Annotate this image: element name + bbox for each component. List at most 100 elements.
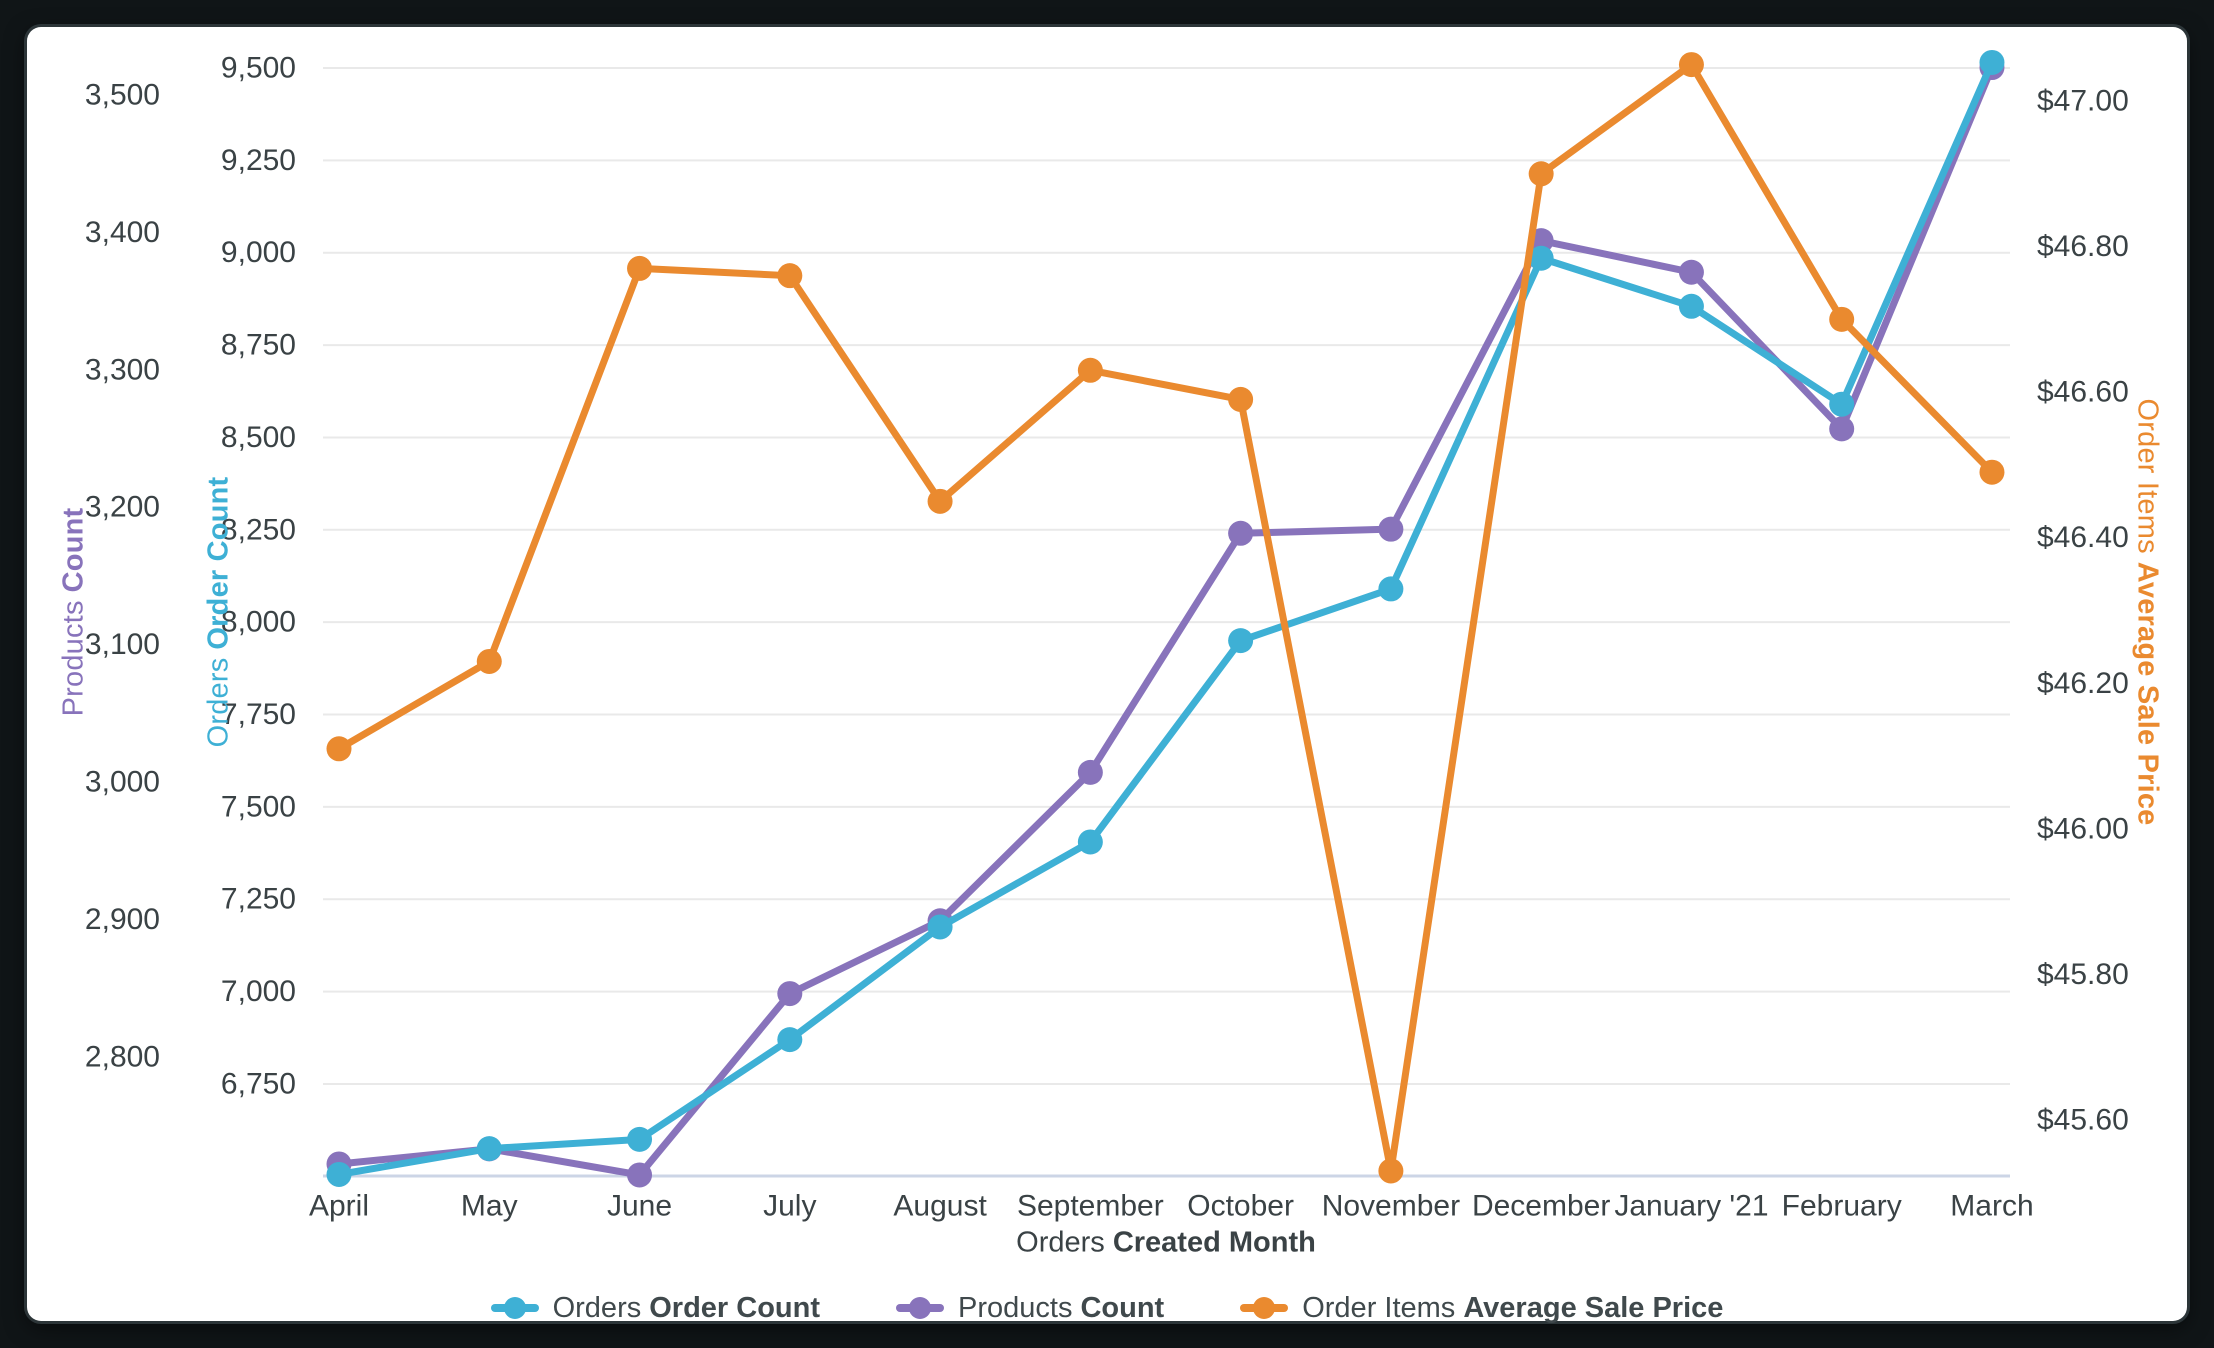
data-point[interactable]: [1528, 245, 1554, 271]
x-tick-labels: April May June July August September October No…: [309, 1190, 2034, 1223]
axis-view-label: Orders: [202, 657, 235, 748]
data-point[interactable]: [1829, 306, 1855, 332]
axis-view-label: Orders: [1016, 1226, 1105, 1259]
axis-tick-label: $46.40: [2037, 521, 2129, 554]
axis-tick-label: 3,100: [85, 628, 160, 661]
data-point[interactable]: [1077, 759, 1103, 785]
y-ticks-price: $47.00 $46.80 $46.60 $46.40 $46.20 $46.00 $45.…: [2037, 85, 2129, 1137]
data-point[interactable]: [476, 648, 502, 674]
data-point[interactable]: [1378, 516, 1404, 542]
data-point[interactable]: [627, 1162, 653, 1188]
axis-tick-label: 3,000: [85, 766, 160, 799]
axis-tick-label: 3,200: [85, 491, 160, 524]
data-point[interactable]: [1077, 357, 1103, 383]
legend-view-label: Products: [958, 1291, 1073, 1324]
data-point[interactable]: [1678, 259, 1704, 285]
axis-tick-label: 8,000: [221, 606, 296, 639]
axis-tick-label: 7,000: [221, 975, 296, 1008]
y-ticks-products: 3,500 3,400 3,300 3,200 3,100 3,000 2,900 2,800: [85, 79, 160, 1074]
x-tick-label: June: [607, 1190, 672, 1223]
axis-field-label: Average Sale Price: [2131, 561, 2164, 826]
data-point[interactable]: [1378, 1158, 1404, 1184]
x-tick-label: March: [1950, 1190, 2033, 1223]
data-point[interactable]: [1378, 576, 1404, 602]
series-orders-order-count: [326, 49, 2005, 1187]
axis-tick-label: 9,250: [221, 144, 296, 177]
data-point[interactable]: [1228, 628, 1254, 654]
axis-tick-label: $45.80: [2037, 958, 2129, 991]
axis-tick-label: 8,750: [221, 329, 296, 362]
data-point[interactable]: [326, 736, 352, 762]
axis-tick-label: $46.60: [2037, 376, 2129, 409]
data-point[interactable]: [1829, 416, 1855, 442]
data-point[interactable]: [476, 1136, 502, 1162]
data-point[interactable]: [627, 1126, 653, 1152]
series-line: [335, 64, 1996, 1179]
x-tick-label: December: [1472, 1190, 1610, 1223]
legend-item-orders-order-count[interactable]: Orders Order Count: [490, 1291, 821, 1325]
chart-card: [27, 27, 2187, 1321]
legend-field-label: Average Sale Price: [1463, 1291, 1724, 1324]
axis-field-label: Created Month: [1112, 1226, 1316, 1259]
legend-marker-icon: [490, 1304, 539, 1312]
axis-tick-label: $46.20: [2037, 667, 2129, 700]
legend-view-label: Order Items: [1302, 1291, 1456, 1324]
axis-field-label: Count: [57, 507, 90, 593]
axis-tick-label: 9,500: [221, 52, 296, 85]
axis-tick-label: 2,800: [85, 1040, 160, 1073]
x-tick-label: October: [1187, 1190, 1294, 1223]
data-point[interactable]: [927, 914, 953, 940]
axis-tick-label: $46.80: [2037, 230, 2129, 263]
data-point[interactable]: [927, 488, 953, 514]
axis-tick-label: 3,300: [85, 353, 160, 386]
series-line: [335, 58, 1996, 1178]
data-point[interactable]: [1829, 391, 1855, 417]
series-line: [335, 61, 1996, 1175]
x-tick-label: July: [763, 1190, 816, 1223]
data-point[interactable]: [1077, 829, 1103, 855]
data-point[interactable]: [1228, 386, 1254, 412]
legend-view-label: Orders: [552, 1291, 642, 1324]
legend-field-label: Order Count: [649, 1291, 821, 1324]
axis-tick-label: 8,250: [221, 513, 296, 546]
y-ticks-orders: 9,500 9,250 9,000 8,750 8,500 8,250 8,000 7,750…: [221, 52, 296, 1101]
legend-item-order-items-average-sale-price[interactable]: Order Items Average Sale Price: [1240, 1292, 1723, 1325]
axis-tick-label: 3,400: [85, 216, 160, 249]
data-point[interactable]: [1678, 293, 1704, 319]
x-tick-label: May: [461, 1190, 518, 1223]
x-axis-title: Orders Created Month: [1016, 1227, 1316, 1260]
gridlines: [323, 67, 2010, 1085]
axis-tick-label: 7,500: [221, 790, 296, 823]
axis-tick-label: 8,500: [221, 421, 296, 454]
series-order-items-average-sale-price: [326, 52, 2005, 1184]
data-point[interactable]: [1979, 459, 2005, 485]
data-point[interactable]: [777, 263, 803, 289]
legend-marker-icon: [1240, 1304, 1289, 1312]
x-tick-label: September: [1017, 1190, 1164, 1223]
data-point[interactable]: [777, 981, 803, 1007]
axis-field-label: Order Count: [202, 476, 235, 650]
x-tick-label: February: [1782, 1190, 1902, 1223]
legend-marker-icon: [896, 1304, 945, 1312]
axis-view-label: Products: [57, 600, 90, 717]
data-point[interactable]: [1678, 52, 1704, 78]
x-tick-label: November: [1322, 1190, 1460, 1223]
data-point[interactable]: [777, 1027, 803, 1053]
data-point[interactable]: [1979, 49, 2005, 75]
axis-tick-label: 6,750: [221, 1067, 296, 1100]
data-point[interactable]: [326, 1161, 352, 1187]
y-axis-title-orders-order-count: Orders Order Count: [203, 477, 236, 748]
data-point[interactable]: [1528, 161, 1554, 187]
y-axis-title-average-sale-price: Order Items Average Sale Price: [2131, 399, 2164, 826]
data-point[interactable]: [627, 255, 653, 281]
axis-tick-label: 7,250: [221, 883, 296, 916]
axis-tick-label: $45.60: [2037, 1103, 2129, 1136]
axis-tick-label: 9,000: [221, 236, 296, 269]
x-tick-label: April: [309, 1190, 369, 1223]
axis-tick-label: 2,900: [85, 903, 160, 936]
axis-view-label: Order Items: [2131, 398, 2164, 554]
legend-item-products-count[interactable]: Products Count: [896, 1292, 1164, 1325]
chart-legend: Orders Order Count Products Count Order Item…: [0, 1284, 2214, 1332]
data-point[interactable]: [1228, 520, 1254, 546]
